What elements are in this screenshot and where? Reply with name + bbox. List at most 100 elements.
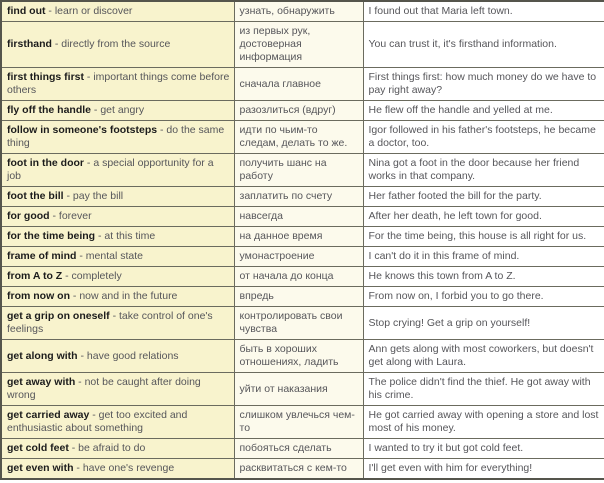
idiom-cell: firsthand - directly from the source <box>0 21 235 68</box>
example-cell: For the time being, this house is all ri… <box>362 226 604 247</box>
idiom-cell: get carried away - get too excited and e… <box>0 405 235 439</box>
table-row: foot in the door - a special opportunity… <box>0 153 604 187</box>
translation-cell: из первых рук, достоверная информация <box>233 21 364 68</box>
idiom-definition: - pay the bill <box>63 190 124 202</box>
idiom-term: get carried away <box>7 409 90 421</box>
example-cell: Stop crying! Get a grip on yourself! <box>362 306 604 340</box>
idiom-cell: get cold feet - be afraid to do <box>0 438 235 459</box>
table-row: find out - learn or discover узнать, обн… <box>0 0 604 22</box>
translation-cell: сначала главное <box>233 67 364 101</box>
table-row: foot the bill - pay the bill заплатить п… <box>0 186 604 207</box>
idiom-definition: - learn or discover <box>45 5 133 17</box>
idiom-cell: foot the bill - pay the bill <box>0 186 235 207</box>
example-cell: First things first: how much money do we… <box>362 67 604 101</box>
translation-cell: побояться сделать <box>233 438 364 459</box>
table-row: for the time being - at this time на дан… <box>0 226 604 247</box>
idiom-definition: - do the same thing <box>7 124 225 149</box>
translation-cell: слишком увлечься чем-то <box>233 405 364 439</box>
example-cell: The police didn't find the thief. He got… <box>362 372 604 406</box>
translation-cell: заплатить по счету <box>233 186 364 207</box>
table-row: firsthand - directly from the source из … <box>0 21 604 68</box>
idiom-definition: - mental state <box>76 250 143 262</box>
idiom-cell: follow in someone's footsteps - do the s… <box>0 120 235 154</box>
table-row: fly off the handle - get angry разозлить… <box>0 100 604 121</box>
idiom-cell: for the time being - at this time <box>0 226 235 247</box>
translation-cell: узнать, обнаружить <box>233 0 364 22</box>
table-row: for good - forever навсегда After her de… <box>0 206 604 227</box>
idiom-definition: - have one's revenge <box>73 462 175 474</box>
idiom-term: get even with <box>7 462 74 474</box>
idiom-cell: get along with - have good relations <box>0 339 235 373</box>
idiom-cell: foot in the door - a special opportunity… <box>0 153 235 187</box>
idiom-cell: get away with - not be caught after doin… <box>0 372 235 406</box>
translation-cell: умонастроение <box>233 246 364 267</box>
idiom-cell: first things first - important things co… <box>0 67 235 101</box>
idiom-cell: from A to Z - completely <box>0 266 235 287</box>
idiom-term: follow in someone's footsteps <box>7 124 158 136</box>
translation-cell: разозлиться (вдруг) <box>233 100 364 121</box>
translation-cell: контролировать свои чувства <box>233 306 364 340</box>
idiom-term: first things first <box>7 71 85 83</box>
table-row: get away with - not be caught after doin… <box>0 372 604 406</box>
example-cell: Igor followed in his father's footsteps,… <box>362 120 604 154</box>
table-row: get a grip on oneself - take control of … <box>0 306 604 340</box>
example-cell: I wanted to try it but got cold feet. <box>362 438 604 459</box>
idiom-cell: find out - learn or discover <box>0 0 235 22</box>
example-cell: You can trust it, it's firsthand informa… <box>362 21 604 68</box>
idiom-cell: get a grip on oneself - take control of … <box>0 306 235 340</box>
idiom-term: firsthand <box>7 38 52 50</box>
idiom-definition: - at this time <box>95 230 156 242</box>
idiom-term: fly off the handle <box>7 104 91 116</box>
example-cell: I found out that Maria left town. <box>362 0 604 22</box>
idiom-definition: - get too excited and enthusiastic about… <box>7 409 188 434</box>
translation-cell: на данное время <box>233 226 364 247</box>
translation-cell: расквитаться с кем-то <box>233 458 364 480</box>
example-cell: From now on, I forbid you to go there. <box>362 286 604 307</box>
idiom-term: get a grip on oneself <box>7 310 110 322</box>
idiom-definition: - have good relations <box>77 349 179 362</box>
table-row: frame of mind - mental state умонастроен… <box>0 246 604 267</box>
idiom-definition: - not be caught after doing wrong <box>7 376 201 401</box>
idiom-term: from now on <box>7 290 70 302</box>
idiom-definition: - important things come before others <box>7 71 230 96</box>
translation-cell: получить шанс на работу <box>233 153 364 187</box>
translation-cell: быть в хороших отношениях, ладить <box>233 339 364 373</box>
idiom-term: get away with <box>7 376 76 388</box>
idiom-definition: - completely <box>62 270 122 282</box>
translation-cell: уйти от наказания <box>233 372 364 406</box>
idiom-cell: frame of mind - mental state <box>0 246 235 267</box>
idiom-term: for the time being <box>7 230 96 242</box>
idiom-definition: - directly from the source <box>51 38 171 50</box>
example-cell: Nina got a foot in the door because her … <box>362 153 604 187</box>
table-row: from now on - now and in the future впре… <box>0 286 604 307</box>
translation-cell: идти по чьим-то следам, делать то же. <box>233 120 364 154</box>
table-row: get cold feet - be afraid to do побоятьс… <box>0 438 604 459</box>
idiom-cell: for good - forever <box>0 206 235 227</box>
example-cell: I can't do it in this frame of mind. <box>362 246 604 267</box>
example-cell: Her father footed the bill for the party… <box>362 186 604 207</box>
idiom-definition: - be afraid to do <box>68 442 146 454</box>
idiom-definition: - forever <box>49 210 92 222</box>
example-cell: Ann gets along with most coworkers, but … <box>362 339 604 373</box>
idiom-cell: get even with - have one's revenge <box>0 458 235 480</box>
table-row: follow in someone's footsteps - do the s… <box>0 120 604 154</box>
translation-cell: навсегда <box>233 206 364 227</box>
translation-cell: от начала до конца <box>233 266 364 287</box>
example-cell: He got carried away with opening a store… <box>362 405 604 439</box>
idiom-term: from A to Z <box>7 270 63 282</box>
idiom-term: foot the bill <box>7 190 64 202</box>
idiom-term: find out <box>7 5 46 17</box>
example-cell: He flew off the handle and yelled at me. <box>362 100 604 121</box>
idiom-cell: fly off the handle - get angry <box>0 100 235 121</box>
example-cell: After her death, he left town for good. <box>362 206 604 227</box>
idiom-term: get along with <box>7 349 78 362</box>
idiom-term: get cold feet <box>7 442 69 454</box>
translation-cell: впредь <box>233 286 364 307</box>
idiom-term: foot in the door <box>7 157 84 169</box>
table-row: first things first - important things co… <box>0 67 604 101</box>
idiom-definition: - get angry <box>91 104 145 116</box>
idiom-definition: - now and in the future <box>70 290 178 302</box>
idiom-definition: - a special opportunity for a job <box>7 157 214 182</box>
